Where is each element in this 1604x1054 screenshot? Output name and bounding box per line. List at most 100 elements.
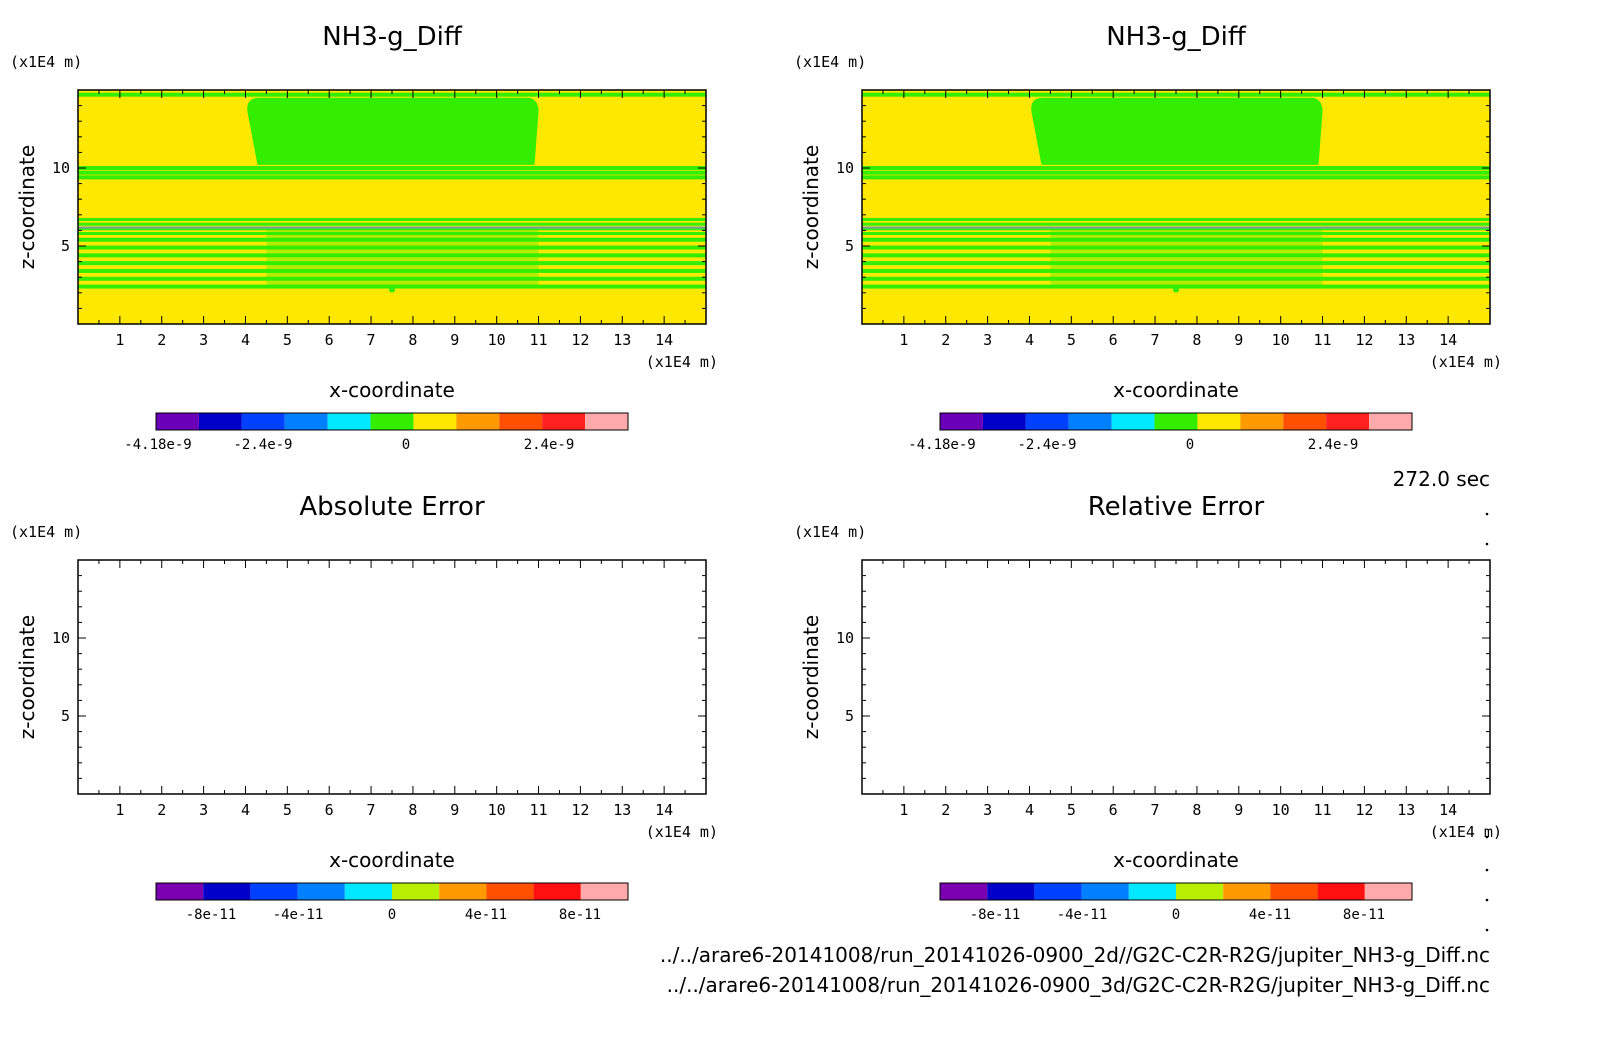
- green-band: [862, 92, 1490, 97]
- colorbar-swatch: [1283, 413, 1327, 430]
- x-tick-label: 7: [367, 331, 376, 349]
- colorbar-swatch: [1364, 883, 1412, 900]
- colorbar-swatch: [439, 883, 487, 900]
- x-tick-label: 3: [983, 801, 992, 819]
- x-tick-label: 1: [899, 331, 908, 349]
- x-tick-label: 8: [1192, 331, 1201, 349]
- x-unit-label: (x1E4 m): [646, 353, 718, 371]
- green-band: [862, 227, 1490, 231]
- y-unit-label: (x1E4 m): [794, 53, 866, 71]
- colorbar-label: -4e-11: [1057, 907, 1108, 923]
- x-tick-label: 6: [325, 331, 334, 349]
- x-tick-label: 1: [115, 801, 124, 819]
- y-unit-label: (x1E4 m): [10, 53, 82, 71]
- x-tick-label: 9: [450, 801, 459, 819]
- colorbar-swatch: [940, 883, 988, 900]
- x-tick-label: 1: [115, 331, 124, 349]
- colorbar-swatch: [1223, 883, 1271, 900]
- green-band: [862, 276, 1490, 281]
- green-band: [78, 284, 706, 289]
- x-tick-label: 5: [1067, 331, 1076, 349]
- colorbar-label: 4e-11: [1249, 907, 1291, 923]
- green-band: [862, 175, 1490, 180]
- colorbar-swatch: [1068, 413, 1112, 430]
- colorbar-swatch: [1111, 413, 1155, 430]
- x-tick-label: 6: [325, 801, 334, 819]
- green-band: [78, 170, 706, 175]
- x-tick-label: 10: [488, 331, 506, 349]
- colorbar-swatch: [1197, 413, 1241, 430]
- center-notch: [1173, 286, 1179, 293]
- x-tick-label: 11: [530, 331, 548, 349]
- x-tick-label: 13: [1397, 801, 1415, 819]
- margin-dot: [1485, 542, 1489, 546]
- y-tick-label: 10: [52, 629, 70, 647]
- green-band: [78, 253, 706, 258]
- x-tick-label: 8: [1192, 801, 1201, 819]
- chart-panel-1: NH3-g_Diff(x1E4 m)1 2 3 4 5 6 7 8 9 10 11 12 13 14510…: [10, 22, 718, 453]
- thin-contour-line: [862, 226, 1490, 229]
- colorbar-frame: [155, 412, 629, 431]
- green-band: [78, 276, 706, 281]
- x-axis-label: x-coordinate: [329, 848, 455, 872]
- colorbar-swatch: [940, 413, 983, 430]
- chart-panel-2: NH3-g_Diff(x1E4 m)1 2 3 4 5 6 7 8 9 10 11 12 13 14510…: [794, 22, 1502, 453]
- x-tick-label: 12: [1355, 331, 1373, 349]
- x-tick-label: 11: [1314, 801, 1332, 819]
- green-band: [78, 227, 706, 231]
- x-tick-label: 2: [157, 331, 166, 349]
- plot-frame: [861, 559, 1491, 795]
- x-tick-label: 9: [450, 331, 459, 349]
- colorbar-swatch: [1025, 413, 1069, 430]
- colorbar-swatch: [327, 413, 371, 430]
- colorbar-swatch: [370, 413, 414, 430]
- chart-title: Relative Error: [1088, 492, 1265, 522]
- x-tick-label: 14: [655, 801, 673, 819]
- x-tick-label: 12: [1355, 801, 1373, 819]
- green-band: [862, 232, 1490, 236]
- x-tick-label: 9: [1234, 331, 1243, 349]
- colorbar-swatch: [533, 883, 581, 900]
- margin-dot: [1485, 835, 1489, 839]
- x-tick-label: 11: [1314, 331, 1332, 349]
- y-unit-label: (x1E4 m): [10, 523, 82, 541]
- green-band: [862, 261, 1490, 266]
- margin-dot: [1485, 868, 1489, 872]
- green-band: [862, 284, 1490, 289]
- x-tick-label: 13: [613, 331, 631, 349]
- green-band: [78, 175, 706, 180]
- time-label: 272.0 sec: [1393, 467, 1490, 491]
- colorbar-swatch: [486, 883, 534, 900]
- colorbar-swatch: [1128, 883, 1176, 900]
- green-dome-region: [1031, 97, 1323, 165]
- colorbar-label: 4e-11: [465, 907, 507, 923]
- green-band: [78, 245, 706, 250]
- colorbar: [939, 412, 1413, 431]
- colorbar-swatch: [156, 883, 204, 900]
- x-tick-label: 14: [1439, 801, 1457, 819]
- colorbar-label: -4e-11: [273, 907, 324, 923]
- margin-dot: [1485, 928, 1489, 932]
- x-unit-label: (x1E4 m): [1430, 823, 1502, 841]
- chart-title: Absolute Error: [299, 492, 485, 522]
- colorbar-label: 0: [1186, 437, 1194, 453]
- colorbar-swatch: [344, 883, 392, 900]
- colorbar-label: 0: [388, 907, 396, 923]
- colorbar: [939, 882, 1413, 901]
- colorbar-swatch: [250, 883, 298, 900]
- x-tick-label: 1: [899, 801, 908, 819]
- green-bulge-region: [1050, 230, 1323, 287]
- chart-panel-3: Absolute Error(x1E4 m)1 2 3 4 5 6 7 8 9 10 11 12 13 1…: [10, 492, 718, 923]
- green-dome-region: [247, 97, 539, 165]
- y-axis-label: z-coordinate: [799, 145, 823, 269]
- colorbar-swatch: [1176, 883, 1224, 900]
- x-tick-label: 6: [1109, 331, 1118, 349]
- green-band: [862, 217, 1490, 221]
- center-notch: [389, 286, 395, 293]
- colorbar-label: 2.4e-9: [524, 437, 575, 453]
- colorbar-label: 0: [402, 437, 410, 453]
- colorbar-swatch: [1240, 413, 1284, 430]
- colorbar-swatch: [542, 413, 586, 430]
- x-tick-label: 5: [283, 331, 292, 349]
- colorbar-swatch: [156, 413, 199, 430]
